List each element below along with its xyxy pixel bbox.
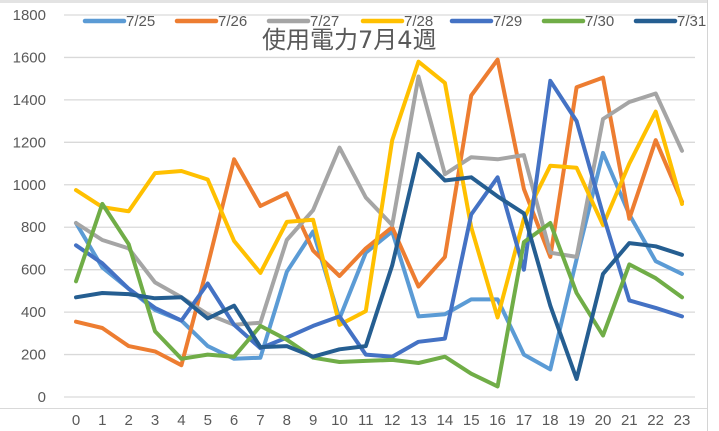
legend-item-7-28[interactable]: 7/28: [360, 13, 433, 30]
legend[interactable]: 7/25 7/26 7/27 7/28 7/29 7/30 7/31: [82, 13, 706, 30]
legend-label: 7/28: [404, 13, 433, 30]
y-axis: 0 200 400 600 800 1000 1200 1400 1600 1800: [13, 7, 46, 406]
legend-label: 7/25: [126, 13, 155, 30]
legend-item-7-29[interactable]: 7/29: [449, 13, 522, 30]
x-tick-label: 5: [204, 412, 212, 429]
series-line-7-29[interactable]: [74, 78, 684, 359]
x-tick-label: 9: [309, 412, 317, 429]
y-tick-label: 1000: [13, 177, 46, 194]
legend-item-7-26[interactable]: 7/26: [174, 13, 247, 30]
series-line-7-27[interactable]: [74, 74, 684, 327]
y-tick-label: 1200: [13, 134, 46, 151]
x-tick-label: 23: [674, 412, 691, 429]
y-tick-label: 600: [21, 262, 46, 279]
y-tick-label: 400: [21, 304, 46, 321]
sheet-cell-border: [0, 408, 707, 409]
y-tick-label: 1400: [13, 92, 46, 109]
legend-item-7-27[interactable]: 7/27: [266, 13, 339, 30]
legend-label: 7/30: [585, 13, 614, 30]
x-tick-label: 22: [647, 412, 664, 429]
y-tick-label: 200: [21, 347, 46, 364]
x-tick-label: 21: [621, 412, 638, 429]
legend-item-7-31[interactable]: 7/31: [633, 13, 706, 30]
series-line-7-28[interactable]: [74, 59, 684, 327]
x-tick-label: 20: [595, 412, 612, 429]
x-tick-label: 2: [125, 412, 133, 429]
x-tick-label: 3: [151, 412, 159, 429]
legend-label: 7/27: [310, 13, 339, 30]
sheet-top-border: [0, 0, 719, 3]
legend-label: 7/31: [677, 13, 706, 30]
series-line-7-31[interactable]: [74, 152, 684, 381]
plot-series: [74, 57, 684, 389]
series-line-7-30[interactable]: [74, 201, 684, 389]
sheet-background: [707, 0, 719, 431]
y-tick-label: 1800: [13, 7, 46, 24]
x-tick-label: 4: [177, 412, 185, 429]
chart-title: 使用電力7月4週: [262, 26, 437, 54]
x-tick-label: 11: [358, 412, 374, 429]
x-tick-label: 1: [98, 412, 106, 429]
x-tick-label: 0: [72, 412, 80, 429]
x-tick-label: 17: [516, 412, 533, 429]
x-tick-label: 15: [463, 412, 480, 429]
x-tick-label: 18: [542, 412, 559, 429]
x-tick-label: 14: [437, 412, 454, 429]
legend-label: 7/26: [218, 13, 247, 30]
x-tick-label: 7: [256, 412, 264, 429]
x-tick-label: 13: [410, 412, 427, 429]
x-tick-label: 8: [283, 412, 291, 429]
x-tick-label: 16: [489, 412, 506, 429]
legend-item-7-30[interactable]: 7/30: [541, 13, 614, 30]
x-tick-label: 6: [230, 412, 238, 429]
x-axis: 0 1 2 3 4 5 6 7 8 9 10 11 12 13 14 15 16 17 18 19 20 21 22 23: [72, 412, 691, 429]
x-tick-label: 19: [568, 412, 585, 429]
x-tick-label: 10: [331, 412, 348, 429]
legend-label: 7/29: [493, 13, 522, 30]
y-tick-label: 800: [21, 219, 46, 236]
x-tick-label: 12: [384, 412, 401, 429]
y-tick-label: 0: [38, 389, 46, 406]
legend-item-7-25[interactable]: 7/25: [82, 13, 155, 30]
y-tick-label: 1600: [13, 49, 46, 66]
